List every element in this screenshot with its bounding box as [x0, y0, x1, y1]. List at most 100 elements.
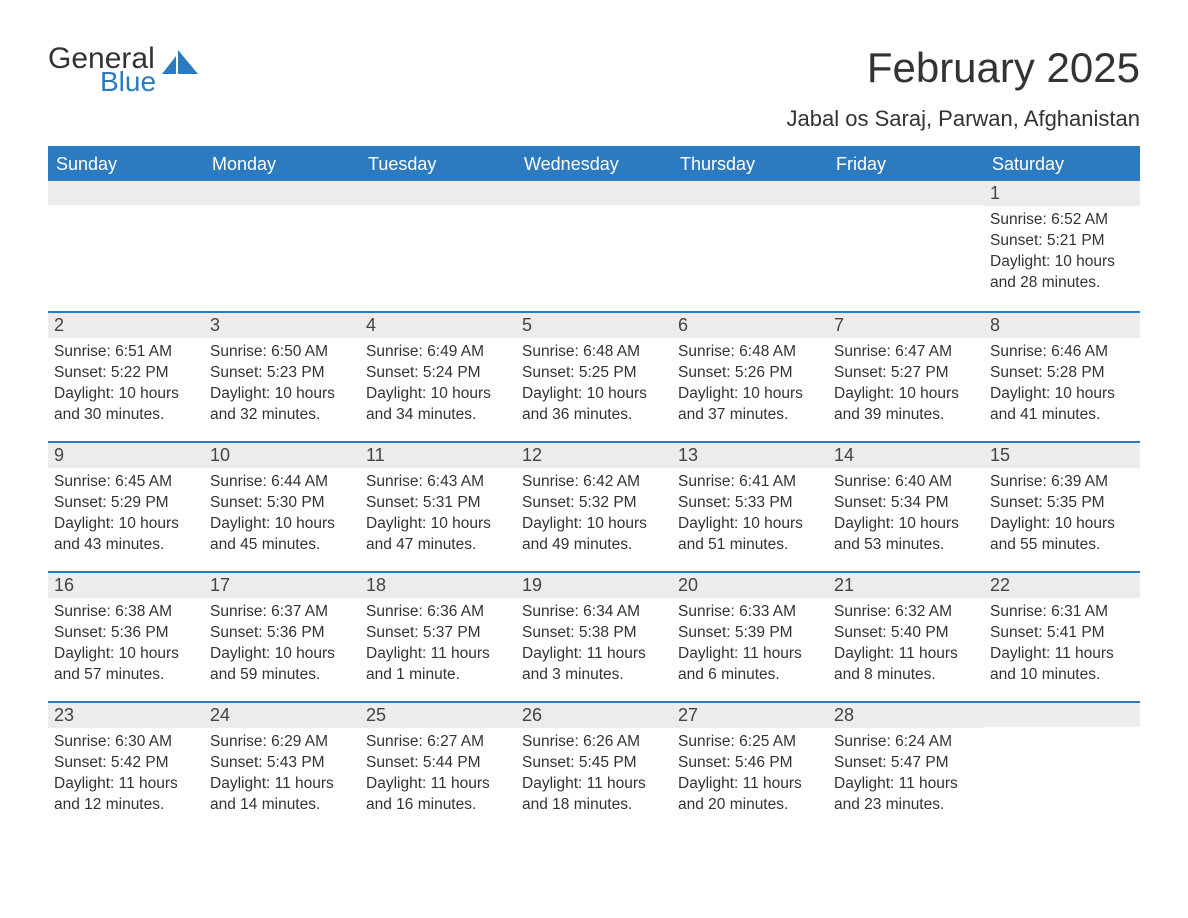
day-number: 16	[48, 573, 204, 598]
day-number	[516, 181, 672, 205]
day-cell: 19Sunrise: 6:34 AMSunset: 5:38 PMDayligh…	[516, 573, 672, 701]
day-number: 15	[984, 443, 1140, 468]
day-number: 27	[672, 703, 828, 728]
day-body: Sunrise: 6:45 AMSunset: 5:29 PMDaylight:…	[48, 468, 204, 566]
day-cell-empty	[48, 181, 204, 311]
day-number: 5	[516, 313, 672, 338]
sunset-text: Sunset: 5:23 PM	[210, 363, 354, 384]
day-number	[828, 181, 984, 205]
day-number: 25	[360, 703, 516, 728]
day-cell: 9Sunrise: 6:45 AMSunset: 5:29 PMDaylight…	[48, 443, 204, 571]
day-body: Sunrise: 6:39 AMSunset: 5:35 PMDaylight:…	[984, 468, 1140, 566]
day-number: 28	[828, 703, 984, 728]
day-cell: 1Sunrise: 6:52 AMSunset: 5:21 PMDaylight…	[984, 181, 1140, 311]
day-body: Sunrise: 6:37 AMSunset: 5:36 PMDaylight:…	[204, 598, 360, 696]
day-cell-empty	[984, 703, 1140, 831]
sunset-text: Sunset: 5:40 PM	[834, 623, 978, 644]
sunrise-text: Sunrise: 6:39 AM	[990, 472, 1134, 493]
day-cell: 3Sunrise: 6:50 AMSunset: 5:23 PMDaylight…	[204, 313, 360, 441]
day-number: 12	[516, 443, 672, 468]
day-number: 7	[828, 313, 984, 338]
daylight-text: Daylight: 10 hours and 45 minutes.	[210, 514, 354, 556]
day-number: 11	[360, 443, 516, 468]
day-number	[204, 181, 360, 205]
day-body: Sunrise: 6:48 AMSunset: 5:26 PMDaylight:…	[672, 338, 828, 436]
day-number: 1	[984, 181, 1140, 206]
day-number: 2	[48, 313, 204, 338]
day-body: Sunrise: 6:27 AMSunset: 5:44 PMDaylight:…	[360, 728, 516, 826]
sunset-text: Sunset: 5:39 PM	[678, 623, 822, 644]
day-body: Sunrise: 6:49 AMSunset: 5:24 PMDaylight:…	[360, 338, 516, 436]
sunset-text: Sunset: 5:34 PM	[834, 493, 978, 514]
daylight-text: Daylight: 11 hours and 16 minutes.	[366, 774, 510, 816]
sunset-text: Sunset: 5:47 PM	[834, 753, 978, 774]
day-body: Sunrise: 6:50 AMSunset: 5:23 PMDaylight:…	[204, 338, 360, 436]
daylight-text: Daylight: 10 hours and 53 minutes.	[834, 514, 978, 556]
daylight-text: Daylight: 11 hours and 20 minutes.	[678, 774, 822, 816]
sunset-text: Sunset: 5:37 PM	[366, 623, 510, 644]
day-body: Sunrise: 6:40 AMSunset: 5:34 PMDaylight:…	[828, 468, 984, 566]
week-row: 1Sunrise: 6:52 AMSunset: 5:21 PMDaylight…	[48, 181, 1140, 311]
sunrise-text: Sunrise: 6:47 AM	[834, 342, 978, 363]
day-number: 26	[516, 703, 672, 728]
day-number: 6	[672, 313, 828, 338]
day-number	[48, 181, 204, 205]
daylight-text: Daylight: 11 hours and 23 minutes.	[834, 774, 978, 816]
day-cell: 24Sunrise: 6:29 AMSunset: 5:43 PMDayligh…	[204, 703, 360, 831]
daylight-text: Daylight: 10 hours and 34 minutes.	[366, 384, 510, 426]
day-cell-empty	[204, 181, 360, 311]
sunrise-text: Sunrise: 6:48 AM	[522, 342, 666, 363]
day-cell: 13Sunrise: 6:41 AMSunset: 5:33 PMDayligh…	[672, 443, 828, 571]
day-cell: 12Sunrise: 6:42 AMSunset: 5:32 PMDayligh…	[516, 443, 672, 571]
sunrise-text: Sunrise: 6:37 AM	[210, 602, 354, 623]
week-row: 2Sunrise: 6:51 AMSunset: 5:22 PMDaylight…	[48, 311, 1140, 441]
day-body: Sunrise: 6:32 AMSunset: 5:40 PMDaylight:…	[828, 598, 984, 696]
sunrise-text: Sunrise: 6:24 AM	[834, 732, 978, 753]
sunset-text: Sunset: 5:36 PM	[54, 623, 198, 644]
day-cell: 23Sunrise: 6:30 AMSunset: 5:42 PMDayligh…	[48, 703, 204, 831]
sunset-text: Sunset: 5:35 PM	[990, 493, 1134, 514]
sunrise-text: Sunrise: 6:36 AM	[366, 602, 510, 623]
daylight-text: Daylight: 11 hours and 3 minutes.	[522, 644, 666, 686]
day-number: 10	[204, 443, 360, 468]
day-cell: 17Sunrise: 6:37 AMSunset: 5:36 PMDayligh…	[204, 573, 360, 701]
day-number: 18	[360, 573, 516, 598]
day-cell: 15Sunrise: 6:39 AMSunset: 5:35 PMDayligh…	[984, 443, 1140, 571]
day-number: 21	[828, 573, 984, 598]
title-block: February 2025 Jabal os Saraj, Parwan, Af…	[787, 44, 1140, 132]
daylight-text: Daylight: 11 hours and 1 minute.	[366, 644, 510, 686]
day-cell: 28Sunrise: 6:24 AMSunset: 5:47 PMDayligh…	[828, 703, 984, 831]
day-cell-empty	[360, 181, 516, 311]
daylight-text: Daylight: 11 hours and 14 minutes.	[210, 774, 354, 816]
sunrise-text: Sunrise: 6:50 AM	[210, 342, 354, 363]
daylight-text: Daylight: 11 hours and 6 minutes.	[678, 644, 822, 686]
sunset-text: Sunset: 5:28 PM	[990, 363, 1134, 384]
day-number: 8	[984, 313, 1140, 338]
sunrise-text: Sunrise: 6:32 AM	[834, 602, 978, 623]
day-body: Sunrise: 6:41 AMSunset: 5:33 PMDaylight:…	[672, 468, 828, 566]
daylight-text: Daylight: 10 hours and 28 minutes.	[990, 252, 1134, 294]
sunset-text: Sunset: 5:45 PM	[522, 753, 666, 774]
sunset-text: Sunset: 5:25 PM	[522, 363, 666, 384]
logo: General Blue	[48, 44, 198, 96]
sunrise-text: Sunrise: 6:43 AM	[366, 472, 510, 493]
day-body: Sunrise: 6:42 AMSunset: 5:32 PMDaylight:…	[516, 468, 672, 566]
day-cell: 16Sunrise: 6:38 AMSunset: 5:36 PMDayligh…	[48, 573, 204, 701]
sunrise-text: Sunrise: 6:30 AM	[54, 732, 198, 753]
sunset-text: Sunset: 5:29 PM	[54, 493, 198, 514]
weekday-wednesday: Wednesday	[516, 148, 672, 181]
day-body: Sunrise: 6:48 AMSunset: 5:25 PMDaylight:…	[516, 338, 672, 436]
daylight-text: Daylight: 10 hours and 37 minutes.	[678, 384, 822, 426]
day-body: Sunrise: 6:34 AMSunset: 5:38 PMDaylight:…	[516, 598, 672, 696]
sunset-text: Sunset: 5:43 PM	[210, 753, 354, 774]
day-number: 19	[516, 573, 672, 598]
day-cell: 5Sunrise: 6:48 AMSunset: 5:25 PMDaylight…	[516, 313, 672, 441]
daylight-text: Daylight: 10 hours and 49 minutes.	[522, 514, 666, 556]
weekday-thursday: Thursday	[672, 148, 828, 181]
day-body: Sunrise: 6:24 AMSunset: 5:47 PMDaylight:…	[828, 728, 984, 826]
day-cell: 2Sunrise: 6:51 AMSunset: 5:22 PMDaylight…	[48, 313, 204, 441]
day-number	[360, 181, 516, 205]
day-cell: 27Sunrise: 6:25 AMSunset: 5:46 PMDayligh…	[672, 703, 828, 831]
day-cell: 26Sunrise: 6:26 AMSunset: 5:45 PMDayligh…	[516, 703, 672, 831]
weekday-header: SundayMondayTuesdayWednesdayThursdayFrid…	[48, 148, 1140, 181]
